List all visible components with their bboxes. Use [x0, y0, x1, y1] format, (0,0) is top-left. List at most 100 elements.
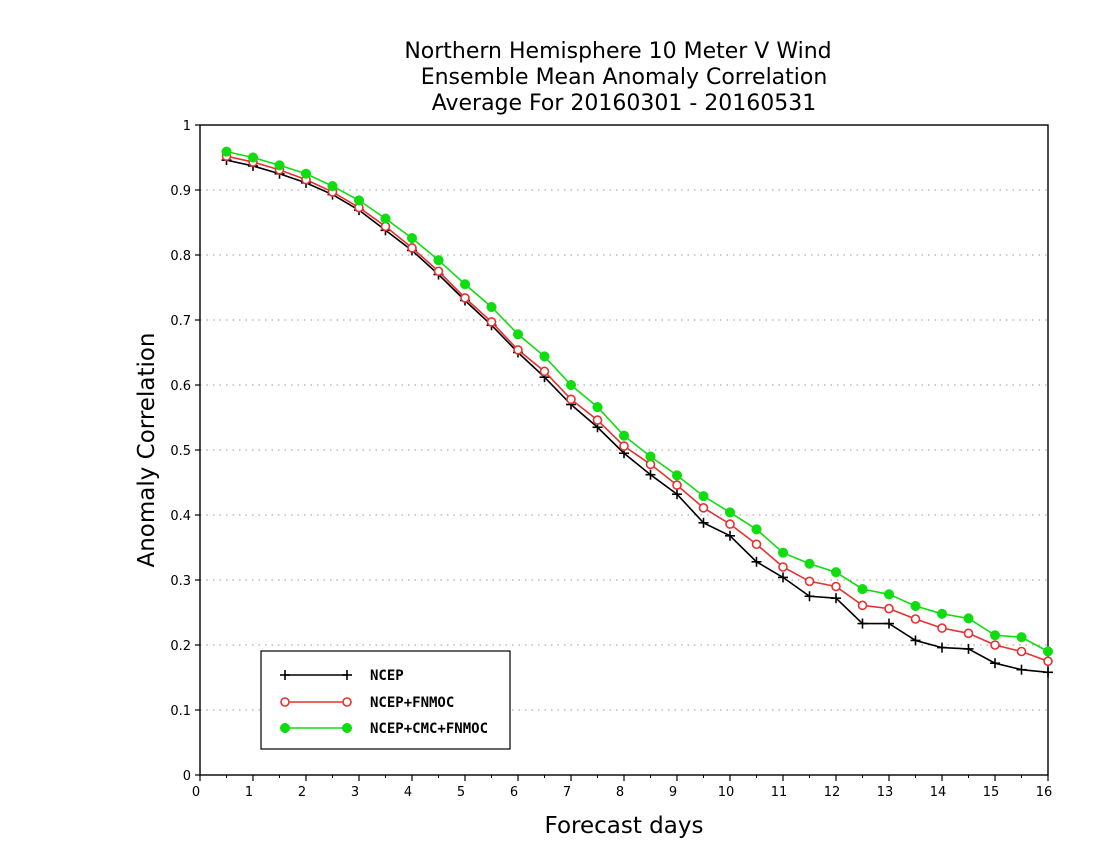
legend: NCEP NCEP+FNMOC NCEP+CMC+FNMOC [260, 650, 511, 750]
data-point [221, 146, 232, 157]
data-point [539, 366, 550, 377]
data-point [751, 556, 762, 567]
legend-marker [342, 697, 352, 707]
data-point [459, 279, 471, 290]
y-axis: 0 0.1 0.2 0.3 0.4 0.5 0.6 0.7 0.8 0.9 1 [170, 119, 200, 784]
data-point [724, 507, 736, 518]
x-tick-label: 2 [298, 785, 306, 800]
data-point [565, 379, 577, 391]
y-tick-label: 0.1 [170, 704, 191, 719]
data-point [1043, 667, 1053, 678]
legend-label: NCEP+CMC+FNMOC [370, 721, 488, 737]
data-point [486, 317, 497, 327]
legend-entry: NCEP+CMC+FNMOC [279, 721, 488, 737]
y-tick-label: 0.9 [170, 184, 191, 199]
x-axis-label: Forecast days [545, 813, 704, 839]
title-line-1: Northern Hemisphere 10 Meter V Wind [404, 39, 831, 64]
x-tick-label: 4 [404, 785, 412, 800]
x-tick-label: 5 [457, 785, 465, 800]
x-tick-label: 11 [771, 785, 788, 800]
data-point [645, 469, 656, 480]
data-point [512, 329, 524, 340]
data-point [725, 519, 735, 529]
data-point [513, 345, 523, 355]
x-tick-label: 0 [192, 785, 200, 800]
x-tick-label: 8 [616, 785, 624, 800]
y-tick-label: 0.5 [170, 444, 191, 459]
data-point [857, 584, 868, 595]
data-point [831, 593, 841, 604]
data-point [963, 643, 974, 654]
series-ncep-cmc-fnmoc [221, 146, 1054, 657]
data-point [353, 195, 365, 206]
legend-marker [342, 670, 352, 680]
series-ncep [221, 155, 1053, 678]
y-tick-label: 0.6 [170, 379, 191, 394]
y-tick-label: 0 [183, 769, 191, 784]
data-point [1016, 632, 1027, 643]
data-point [698, 517, 709, 528]
x-tick-label: 16 [1036, 785, 1053, 800]
y-tick-label: 1 [183, 119, 191, 134]
data-point [725, 530, 735, 541]
data-point [778, 572, 788, 583]
data-point [274, 160, 285, 171]
y-tick-label: 0.7 [170, 314, 191, 329]
data-point [1016, 664, 1027, 675]
x-tick-label: 6 [510, 785, 518, 800]
x-tick-label: 1 [245, 785, 253, 800]
y-tick-label: 0.2 [170, 639, 191, 654]
title-line-2: Ensemble Mean Anomaly Correlation [421, 65, 828, 90]
data-point [910, 635, 921, 646]
data-point [857, 618, 868, 629]
data-point [830, 567, 842, 578]
data-point [804, 576, 815, 587]
legend-entry: NCEP+FNMOC [280, 695, 454, 711]
y-tick-label: 0.8 [170, 249, 191, 264]
data-point [566, 394, 576, 405]
data-point [698, 503, 709, 513]
data-point [433, 266, 444, 277]
legend-label: NCEP [370, 668, 404, 684]
legend-marker [341, 722, 353, 734]
data-point [1043, 656, 1053, 667]
data-point [990, 640, 1000, 650]
x-tick-label: 13 [877, 785, 894, 800]
data-point [963, 628, 974, 639]
x-tick-label: 9 [669, 785, 677, 800]
data-point [910, 614, 921, 624]
data-point [592, 402, 603, 413]
data-point [433, 255, 444, 266]
data-point [884, 603, 894, 614]
data-point [1042, 646, 1054, 657]
data-point [989, 630, 1001, 641]
data-point [380, 213, 391, 224]
data-point [645, 451, 656, 462]
y-tick-label: 0.3 [170, 574, 191, 589]
data-point [804, 591, 815, 602]
data-point [777, 547, 789, 558]
data-point [671, 470, 683, 481]
x-tick-label: 15 [983, 785, 1000, 800]
title-line-3: Average For 20160301 - 20160531 [432, 91, 817, 116]
data-point [618, 430, 630, 441]
legend-marker [280, 697, 290, 707]
data-point [247, 152, 259, 163]
data-point [883, 589, 895, 600]
data-point [406, 233, 418, 244]
x-tick-label: 14 [930, 785, 947, 800]
data-point [963, 613, 974, 624]
data-point [936, 608, 948, 619]
data-point [937, 623, 947, 633]
data-point [672, 480, 682, 490]
legend-label: NCEP+FNMOC [370, 695, 454, 711]
data-point [300, 168, 312, 179]
chart-title: Northern Hemisphere 10 Meter V Wind Ense… [404, 39, 831, 116]
y-tick-label: 0.4 [170, 509, 191, 524]
data-point [672, 489, 682, 500]
x-tick-label: 7 [563, 785, 571, 800]
data-point [831, 581, 841, 592]
series-line [226, 159, 1049, 674]
data-point [778, 562, 788, 572]
